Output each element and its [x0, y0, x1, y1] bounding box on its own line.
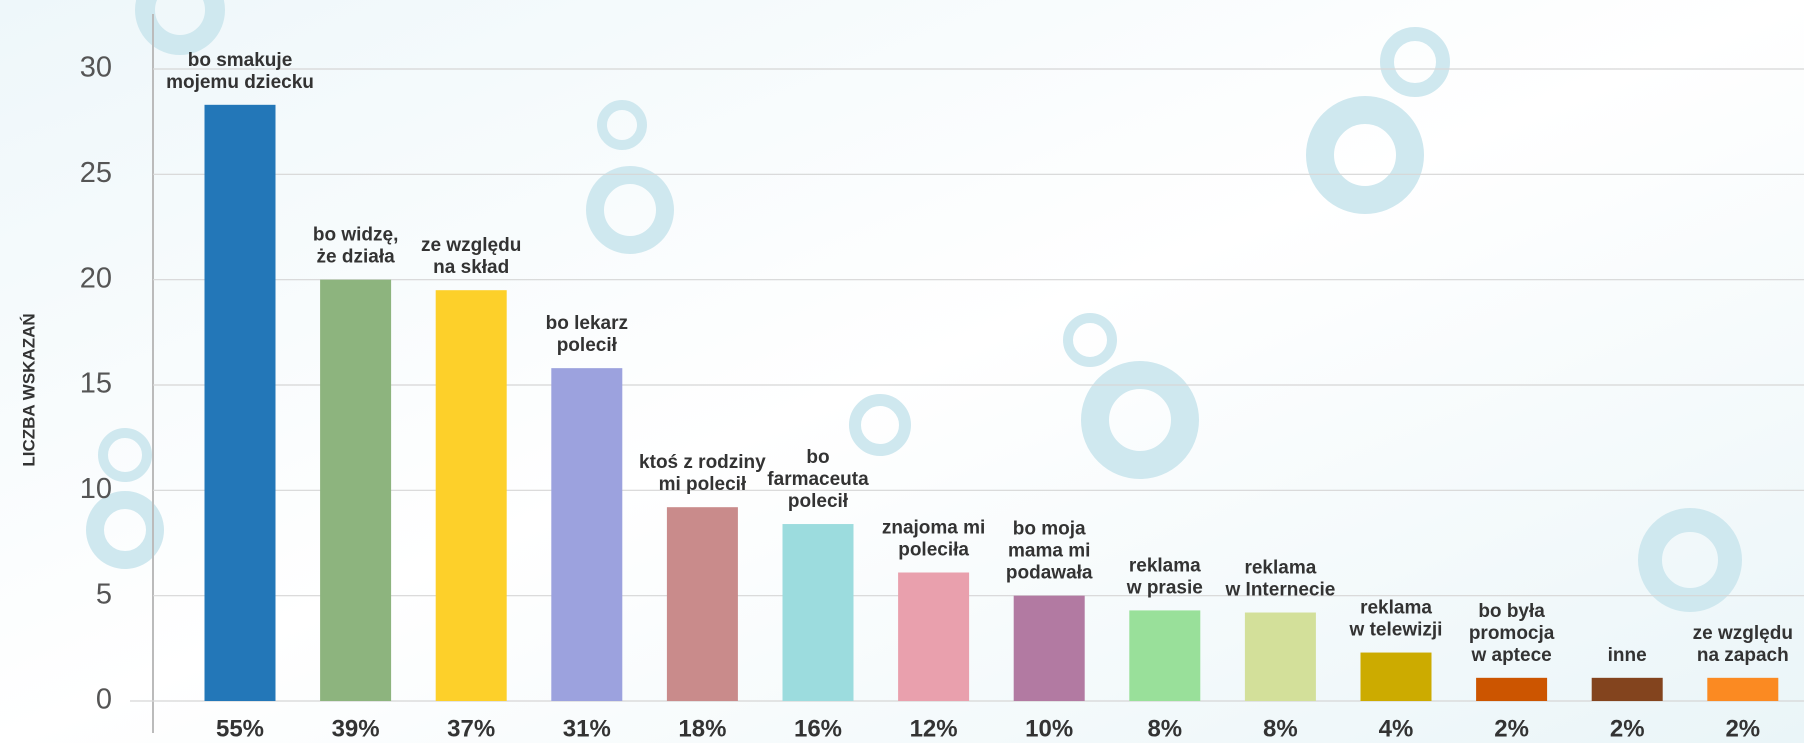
y-tick-label: 25	[80, 157, 112, 189]
y-tick-label: 15	[80, 368, 112, 400]
bar-label: w prasie	[1126, 577, 1203, 598]
bar	[782, 524, 854, 701]
y-tick-label: 20	[80, 262, 112, 294]
bar-label: promocja	[1469, 623, 1555, 644]
x-tick-label: 8%	[1263, 715, 1298, 742]
x-tick-label: 8%	[1147, 715, 1182, 742]
bar	[551, 368, 623, 701]
bar-label: reklama	[1129, 555, 1201, 576]
bar-label: bo	[806, 447, 829, 468]
x-tick-label: 18%	[678, 715, 726, 742]
bar	[320, 279, 392, 701]
bar	[666, 507, 738, 701]
x-tick-label: 16%	[794, 715, 842, 742]
x-tick-label: 2%	[1494, 715, 1529, 742]
bar-label: bo była	[1478, 601, 1545, 622]
bar-label: mi polecił	[659, 474, 747, 495]
bar	[898, 572, 970, 701]
y-tick-label: 5	[96, 578, 112, 610]
bar-label: w aptece	[1470, 645, 1551, 666]
x-tick-label: 2%	[1610, 715, 1645, 742]
bar-label: mojemu dziecku	[166, 72, 314, 93]
bar	[1591, 677, 1663, 701]
x-tick-label: 12%	[910, 715, 958, 742]
bar-label: ze względu	[1693, 623, 1793, 644]
bar-label: polecił	[557, 335, 618, 356]
bar-label: że działa	[317, 247, 396, 268]
bar-label: w telewizji	[1349, 620, 1443, 641]
bar-label: polecił	[788, 491, 849, 512]
x-tick-label: 39%	[332, 715, 380, 742]
bar	[1129, 610, 1201, 701]
bubbles	[86, 0, 1742, 612]
bar-label: ze względu	[421, 235, 521, 256]
bar-label: w Internecie	[1224, 580, 1335, 601]
bar-label: inne	[1608, 645, 1647, 666]
x-tick-label: 37%	[447, 715, 495, 742]
x-tick-label: 31%	[563, 715, 611, 742]
bar	[1707, 677, 1779, 701]
x-tick-label: 2%	[1725, 715, 1760, 742]
bar-label: bo moja	[1013, 519, 1086, 540]
bar	[1476, 677, 1548, 701]
bar-label: znajoma mi	[882, 518, 985, 539]
bar-label: ktoś z rodziny	[639, 452, 766, 473]
y-tick-label: 0	[96, 684, 112, 716]
bar	[204, 104, 276, 701]
y-axis-title: LICZBA WSKAZAŃ	[19, 313, 38, 466]
bar-label: na skład	[433, 257, 509, 278]
bar	[1360, 652, 1432, 701]
bar-label: bo widzę,	[313, 225, 399, 246]
bar-label: mama mi	[1008, 541, 1090, 562]
y-tick-label: 30	[80, 52, 112, 84]
bar-label: bo lekarz	[546, 313, 628, 334]
x-tick-label: 55%	[216, 715, 264, 742]
bar	[1013, 595, 1085, 701]
bar-label: poleciła	[898, 540, 969, 561]
bar-label: na zapach	[1697, 645, 1789, 666]
bar-label: reklama	[1360, 598, 1432, 619]
bar-label: farmaceuta	[767, 469, 869, 490]
bar	[1244, 612, 1316, 701]
y-tick-label: 10	[80, 473, 112, 505]
bar-label: podawała	[1006, 563, 1093, 584]
bar-label: reklama	[1244, 558, 1316, 579]
bar	[435, 290, 507, 701]
x-tick-label: 4%	[1379, 715, 1414, 742]
bar-label: bo smakuje	[188, 50, 293, 71]
x-tick-label: 10%	[1025, 715, 1073, 742]
